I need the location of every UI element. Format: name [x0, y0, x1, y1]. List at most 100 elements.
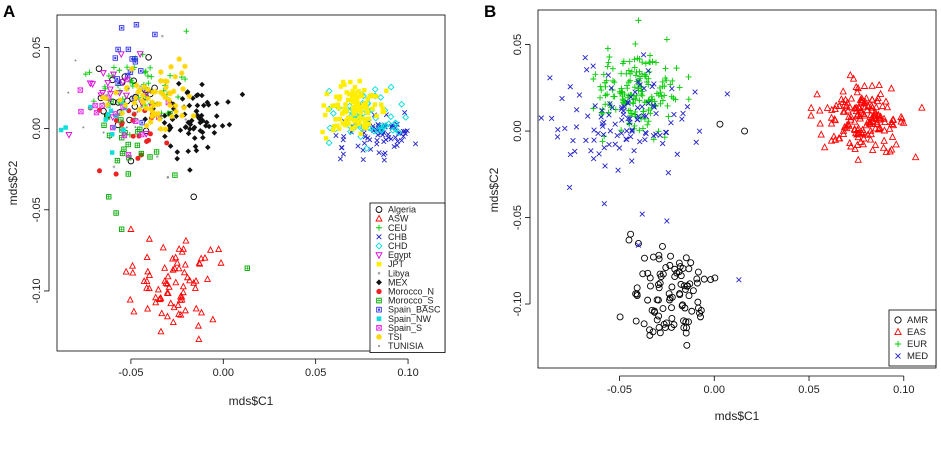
data-point — [111, 124, 117, 130]
data-point — [554, 134, 561, 140]
data-point — [860, 81, 869, 89]
data-point — [823, 103, 832, 111]
data-point — [342, 82, 347, 87]
data-point — [590, 105, 597, 112]
data-point — [157, 327, 165, 335]
data-point — [118, 112, 121, 115]
data-point — [129, 268, 137, 276]
data-point — [669, 85, 675, 92]
data-point — [157, 69, 164, 75]
data-point — [661, 92, 668, 99]
data-point — [644, 296, 652, 304]
data-point — [632, 317, 640, 325]
data-point — [643, 78, 650, 85]
data-point — [693, 279, 701, 287]
data-point — [78, 108, 84, 115]
data-point — [143, 283, 151, 291]
data-point — [646, 326, 654, 334]
data-point — [145, 86, 151, 93]
data-point — [623, 70, 630, 77]
data-point — [162, 279, 170, 286]
data-point — [576, 92, 583, 98]
data-point — [172, 102, 179, 109]
data-point — [642, 60, 649, 67]
data-point — [108, 108, 114, 114]
data-point — [239, 91, 246, 98]
panel-a-y-axis-label: mds$C2 — [6, 160, 20, 205]
data-point — [889, 120, 898, 129]
legend-label: ASW — [388, 214, 409, 224]
data-point — [668, 283, 676, 291]
data-point — [643, 113, 649, 119]
data-point — [124, 76, 130, 83]
data-point — [659, 305, 667, 312]
data-point — [376, 150, 382, 156]
data-point — [837, 95, 846, 103]
data-point — [364, 106, 369, 111]
data-point — [882, 147, 891, 155]
data-point — [125, 151, 132, 158]
data-point — [132, 95, 139, 101]
legend-symbol — [376, 279, 382, 286]
data-point — [134, 126, 137, 129]
data-point — [875, 115, 884, 123]
data-point — [349, 126, 355, 132]
data-point — [115, 46, 121, 53]
data-point — [647, 52, 654, 59]
data-point — [162, 78, 169, 84]
data-point — [538, 115, 544, 121]
data-point — [395, 128, 403, 136]
y-tick-label: -0.10 — [31, 278, 43, 303]
data-point — [621, 91, 628, 98]
data-point — [162, 133, 168, 140]
data-point — [651, 104, 657, 110]
data-point — [374, 113, 379, 119]
data-point — [112, 111, 119, 117]
legend-symbol — [376, 261, 382, 267]
data-point — [404, 128, 410, 134]
data-point — [387, 113, 395, 121]
data-point — [696, 128, 703, 134]
data-point — [361, 116, 366, 121]
data-point — [99, 103, 105, 109]
data-point — [653, 316, 661, 324]
data-point — [851, 144, 859, 152]
data-point — [632, 72, 639, 79]
data-point — [156, 101, 163, 107]
data-point — [380, 109, 386, 115]
data-point — [325, 87, 333, 95]
data-point — [134, 142, 141, 149]
x-tick-label: 0.10 — [397, 367, 418, 379]
data-point — [211, 123, 218, 129]
data-point — [137, 126, 143, 133]
data-point — [646, 274, 654, 282]
data-point — [633, 284, 641, 292]
data-point — [400, 133, 406, 140]
data-point — [190, 278, 198, 286]
data-point — [583, 137, 589, 144]
data-point — [330, 127, 336, 133]
x-tick-label: 0.05 — [305, 367, 326, 379]
data-point — [615, 167, 621, 173]
panel-b-plot-frame — [537, 9, 937, 369]
data-point — [341, 110, 347, 115]
data-point — [112, 55, 118, 61]
data-point — [590, 75, 597, 82]
data-point — [883, 103, 892, 111]
data-point — [863, 105, 871, 114]
data-point — [856, 137, 865, 145]
data-point — [113, 118, 119, 124]
data-point — [887, 84, 896, 92]
data-point — [671, 273, 679, 280]
data-point — [326, 107, 331, 112]
data-point — [842, 101, 851, 109]
data-point — [142, 131, 150, 138]
data-point — [685, 292, 693, 300]
data-point — [114, 76, 120, 82]
legend-symbol — [895, 353, 901, 359]
data-point — [173, 108, 179, 115]
data-point — [353, 102, 358, 107]
data-point — [685, 96, 692, 103]
data-point — [627, 230, 635, 238]
data-point — [827, 136, 836, 144]
